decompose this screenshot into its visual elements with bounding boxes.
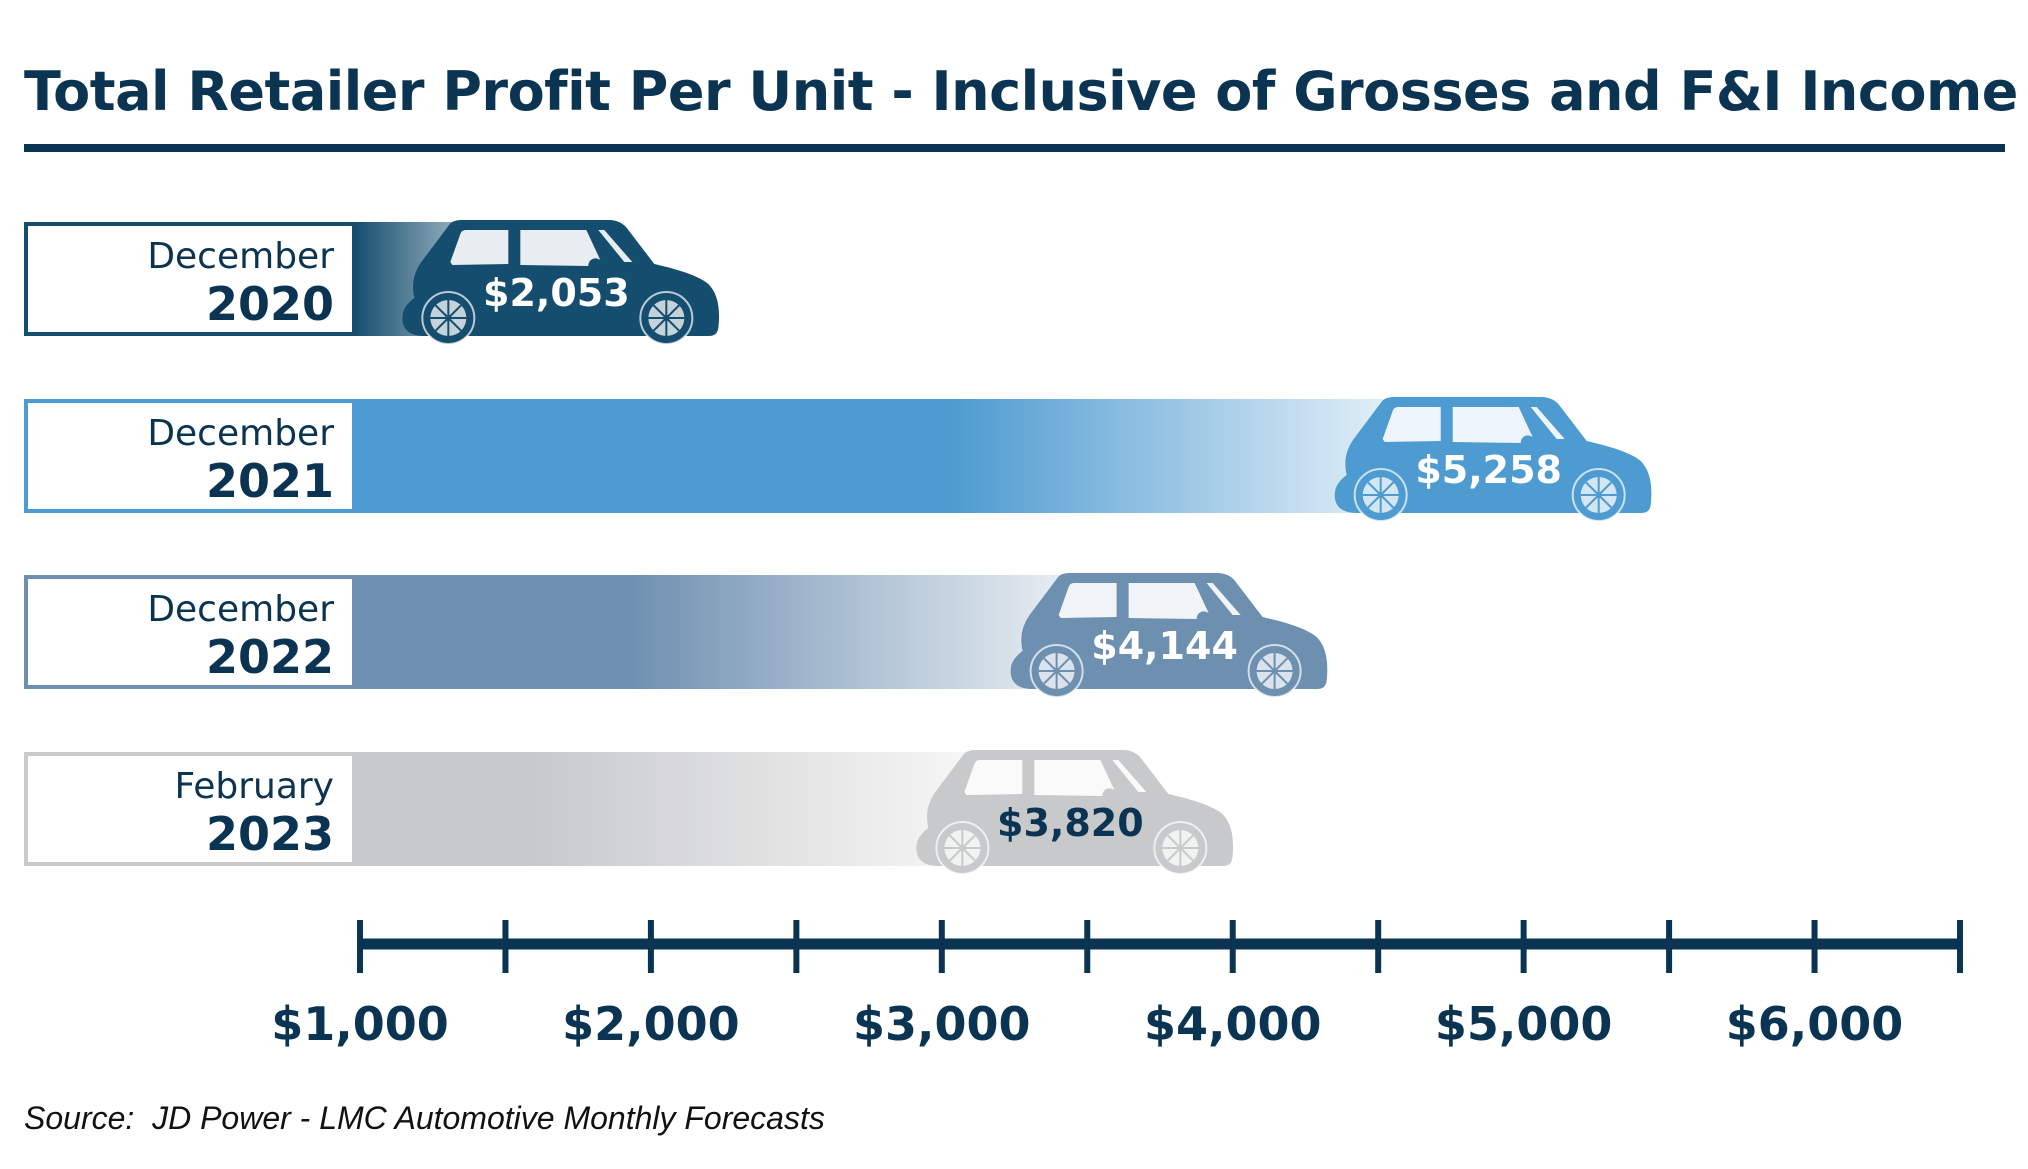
car-icon: $2,053 (402, 220, 720, 345)
car-window (1058, 583, 1117, 618)
x-tick-label: $6,000 (1726, 997, 1904, 1051)
car-window (520, 230, 601, 266)
x-tick-label: $1,000 (271, 997, 449, 1051)
car-window (598, 230, 633, 262)
category-year-label: 2020 (206, 277, 334, 331)
data-label: $5,258 (1415, 448, 1562, 492)
car-wheel (1571, 468, 1626, 522)
category-label-box (24, 752, 356, 866)
car-window (1128, 583, 1209, 619)
car-wheel (1153, 821, 1208, 875)
x-tick-label: $4,000 (1144, 997, 1322, 1051)
title-underline (24, 144, 2005, 152)
data-label: $4,144 (1091, 624, 1238, 668)
car-icon: $3,820 (916, 750, 1234, 875)
car-window (1206, 583, 1241, 615)
bar (354, 399, 1475, 513)
x-tick-label: $2,000 (562, 997, 740, 1051)
car-icon: $4,144 (1010, 573, 1328, 698)
category-month-label: December (147, 413, 334, 454)
category-month-label: December (147, 589, 334, 630)
category-label-box (24, 399, 356, 513)
car-window (450, 230, 509, 265)
car-window (964, 760, 1023, 795)
category-year-label: 2023 (206, 807, 334, 861)
chart-title: Total Retailer Profit Per Unit - Inclusi… (24, 60, 2018, 123)
category-month-label: December (147, 236, 334, 277)
car-wheel (1353, 468, 1408, 522)
category-year-label: 2022 (206, 630, 334, 684)
car-window (1034, 760, 1115, 796)
car-wheel (639, 291, 694, 345)
x-axis: $1,000 $2,000 $3,000 $4,000 $5,000 $6,000 (271, 920, 1963, 1051)
x-tick-label: $3,000 (853, 997, 1031, 1051)
car-wheel (421, 291, 476, 345)
car-wheel (935, 821, 990, 875)
car-icon: $5,258 (1334, 397, 1652, 522)
data-label: $3,820 (997, 801, 1144, 845)
category-year-label: 2021 (206, 454, 334, 508)
car-wheel (1247, 644, 1302, 698)
category-label-box (24, 222, 356, 336)
source-note: Source: JD Power - LMC Automotive Monthl… (24, 1100, 825, 1136)
car-window (1452, 407, 1533, 443)
data-label: $2,053 (483, 271, 630, 315)
car-wheel (1029, 644, 1084, 698)
x-tick-label: $5,000 (1435, 997, 1613, 1051)
category-label-box (24, 575, 356, 689)
category-month-label: February (174, 766, 334, 807)
car-window (1112, 760, 1147, 792)
car-window (1382, 407, 1441, 442)
car-window (1530, 407, 1565, 439)
